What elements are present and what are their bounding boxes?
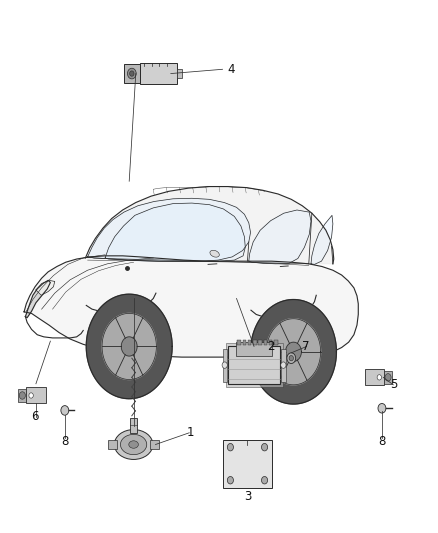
Text: 5: 5 [390, 378, 397, 391]
Text: 2: 2 [267, 340, 275, 353]
Circle shape [227, 477, 233, 484]
Polygon shape [102, 313, 156, 379]
Bar [140, 63, 177, 84]
Circle shape [29, 393, 33, 398]
Circle shape [227, 443, 233, 451]
Polygon shape [121, 337, 137, 356]
Circle shape [130, 71, 134, 76]
Bar [177, 69, 182, 78]
Text: 1: 1 [187, 426, 194, 439]
Polygon shape [88, 198, 251, 261]
Polygon shape [105, 203, 245, 261]
Bar [264, 340, 267, 345]
Bar [130, 418, 137, 433]
Circle shape [378, 403, 386, 413]
Bar [274, 340, 278, 345]
Text: 8: 8 [61, 435, 68, 448]
Circle shape [287, 353, 296, 364]
Text: 8: 8 [378, 435, 385, 448]
Bar [243, 340, 246, 345]
Bar [108, 440, 117, 449]
Ellipse shape [114, 430, 153, 459]
Bar [365, 369, 384, 385]
Text: 7: 7 [302, 340, 310, 353]
Ellipse shape [129, 441, 138, 448]
Bar [124, 64, 140, 83]
Circle shape [127, 68, 136, 79]
Circle shape [281, 362, 286, 368]
Circle shape [261, 443, 268, 451]
Bar [223, 440, 272, 488]
Bar [226, 343, 283, 387]
Bar [269, 340, 272, 345]
Bar [384, 371, 392, 384]
Bar [223, 349, 227, 382]
Bar [150, 440, 159, 449]
Polygon shape [249, 210, 311, 264]
Polygon shape [24, 256, 358, 357]
Polygon shape [311, 215, 333, 264]
Circle shape [289, 356, 293, 361]
Text: 3: 3 [244, 490, 251, 503]
Bar [248, 340, 251, 345]
Bar [281, 349, 286, 382]
Ellipse shape [120, 434, 147, 455]
Bar [237, 340, 241, 345]
Polygon shape [266, 319, 321, 385]
Ellipse shape [210, 251, 219, 257]
Polygon shape [25, 280, 50, 318]
Circle shape [61, 406, 69, 415]
Circle shape [385, 374, 391, 381]
Text: 4: 4 [227, 63, 235, 76]
Bar [236, 342, 272, 356]
Polygon shape [36, 280, 55, 295]
Polygon shape [286, 342, 301, 361]
Bar [228, 346, 280, 384]
Circle shape [222, 362, 227, 368]
Polygon shape [251, 300, 336, 404]
Circle shape [19, 392, 25, 399]
Polygon shape [85, 187, 334, 264]
Bar [18, 389, 26, 402]
Bar [26, 387, 46, 403]
Bar [253, 340, 257, 345]
Text: 6: 6 [31, 410, 39, 423]
Polygon shape [86, 294, 172, 399]
Bar [258, 340, 262, 345]
Circle shape [261, 477, 268, 484]
Circle shape [377, 375, 381, 380]
